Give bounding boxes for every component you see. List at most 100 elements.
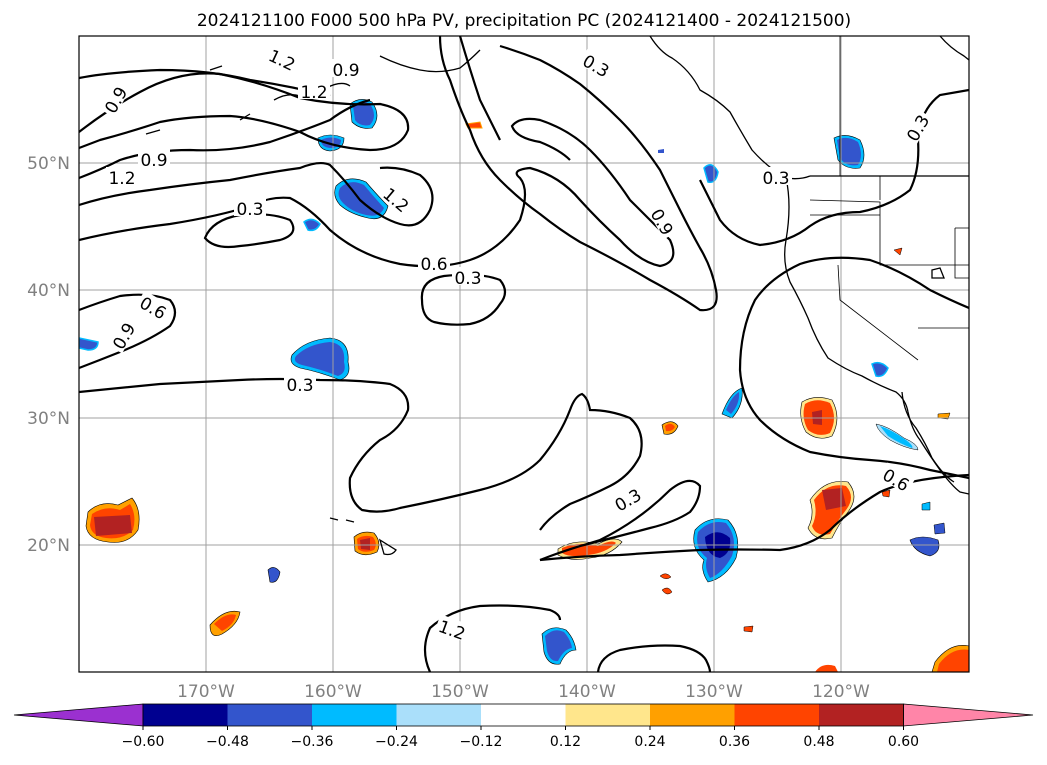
colorbar-tick-label: −0.60 xyxy=(122,734,165,750)
precip-area xyxy=(360,538,370,550)
pv-contour-label: 0.6 xyxy=(420,255,447,275)
pv-contour xyxy=(738,256,969,480)
colorbar-tick-label: −0.12 xyxy=(460,734,503,750)
precip-area xyxy=(658,149,664,153)
pv-contour-label-bg xyxy=(106,316,139,354)
pv-contour-label: 1.2 xyxy=(300,83,327,103)
precip-area xyxy=(214,614,236,631)
colorbar-segment xyxy=(481,704,566,726)
precip-area xyxy=(661,587,673,595)
precip-area xyxy=(880,426,913,448)
precip-area xyxy=(909,536,940,557)
pv-contour-label: 0.9 xyxy=(332,61,359,81)
pv-contour-label-bg xyxy=(264,43,302,74)
pv-contour-labels: 1.2 0.90.9 1.20.91.20.3 1.20.30.90.30.60.30… xyxy=(98,43,934,645)
precip-area xyxy=(726,392,740,414)
colorbar-tick-label: −0.48 xyxy=(206,734,249,750)
x-tick-label: 150°W xyxy=(431,682,489,702)
precip-area xyxy=(837,137,861,166)
x-tick-label: 120°W xyxy=(812,682,870,702)
pv-contour xyxy=(79,72,410,152)
pv-contour xyxy=(458,36,501,141)
x-tick-label: 140°W xyxy=(558,682,616,702)
precip-area xyxy=(353,101,374,126)
colorbar: −0.60 −0.48 −0.36 −0.24 −0.12 0.12 0.24 0.36 0.4… xyxy=(13,703,1034,750)
precip-area xyxy=(933,522,946,535)
precip-area xyxy=(545,630,572,662)
y-tick-label: 30°N xyxy=(27,409,70,429)
colorbar-segment xyxy=(565,704,651,726)
colorbar-tick-label: −0.24 xyxy=(375,734,418,750)
map-frame xyxy=(78,35,970,673)
precip-area xyxy=(659,573,672,579)
y-tick-label: 50°N xyxy=(27,154,70,174)
colorbar-segment xyxy=(734,704,820,726)
pv-contour-label-bg xyxy=(234,198,266,216)
coastlines xyxy=(145,36,969,556)
pv-contour-label: 0.3 xyxy=(286,376,313,396)
pv-contour xyxy=(79,377,643,531)
colorbar-segment xyxy=(143,704,228,726)
pv-contour-label-bg xyxy=(434,614,471,643)
precip-area xyxy=(294,342,345,376)
chart-title: 2024121100 F000 500 hPa PV, precipitatio… xyxy=(197,11,851,31)
pv-contour-label-bg xyxy=(878,462,916,495)
pv-contour xyxy=(596,644,712,672)
pv-contour xyxy=(438,36,718,312)
precip-area xyxy=(267,567,281,583)
pv-contour-label: 1.2 xyxy=(108,169,135,189)
precip-area xyxy=(338,182,384,216)
pv-contour-label-bg xyxy=(138,149,170,167)
pv-contour-label: 0.3 xyxy=(762,169,789,189)
pv-contour-label-bg xyxy=(578,48,616,81)
pv-contour xyxy=(79,117,675,268)
precip-area xyxy=(881,489,891,498)
map-background xyxy=(79,36,969,672)
pv-contour-label-bg xyxy=(760,167,792,185)
pv-contour-label-bg xyxy=(418,253,450,271)
pv-contour xyxy=(79,98,371,180)
x-tick-label: 130°W xyxy=(685,682,743,702)
pv-contour-label-bg xyxy=(647,202,680,240)
precip-area xyxy=(303,218,321,232)
pv-contour-label-bg xyxy=(135,290,173,323)
pv-contour-label-bg xyxy=(452,267,484,285)
precip-shading xyxy=(79,99,969,672)
colorbar-segment xyxy=(312,704,397,726)
pv-contour-label-bg xyxy=(106,167,138,185)
pv-contour-label-bg xyxy=(379,181,416,216)
colorbar-segment xyxy=(396,704,482,726)
precip-area xyxy=(871,361,889,378)
precip-area xyxy=(743,625,754,633)
pv-contour-label-bg xyxy=(900,108,933,146)
pv-contour xyxy=(539,473,969,562)
colorbar-extend-low xyxy=(13,703,144,727)
y-tick-label: 20°N xyxy=(27,536,70,556)
precip-area xyxy=(79,337,99,351)
x-tick-label: 160°W xyxy=(304,682,362,702)
gridlines xyxy=(79,36,969,672)
pv-contour-label-bg xyxy=(98,80,131,118)
y-tick-label: 40°N xyxy=(27,281,70,301)
pv-contour-label: 0.3 xyxy=(454,269,481,289)
pv-contour-label-bg xyxy=(298,81,330,99)
colorbar-tick-label: 0.48 xyxy=(803,734,834,750)
pv-contour xyxy=(423,604,562,672)
precip-area xyxy=(665,423,675,432)
x-tick-label: 170°W xyxy=(177,682,235,702)
colorbar-tick-label: 0.36 xyxy=(719,734,750,750)
colorbar-segment xyxy=(819,704,904,726)
colorbar-tick-label: 0.12 xyxy=(550,734,581,750)
pv-contour xyxy=(79,293,177,370)
colorbar-extend-high xyxy=(903,703,1034,727)
x-axis: 170°W 160°W 150°W 140°W 130°W 120°W xyxy=(177,682,870,702)
pv-contour-label: 0.9 xyxy=(140,151,167,171)
pv-contour-label-bg xyxy=(330,59,362,77)
colorbar-tick-label: 0.60 xyxy=(888,734,919,750)
precip-area xyxy=(937,649,969,672)
precip-area xyxy=(815,664,838,672)
colorbar-frame xyxy=(142,703,904,727)
y-axis: 50°N 40°N 30°N 20°N xyxy=(27,154,70,556)
pv-contour-label-bg xyxy=(608,482,646,515)
